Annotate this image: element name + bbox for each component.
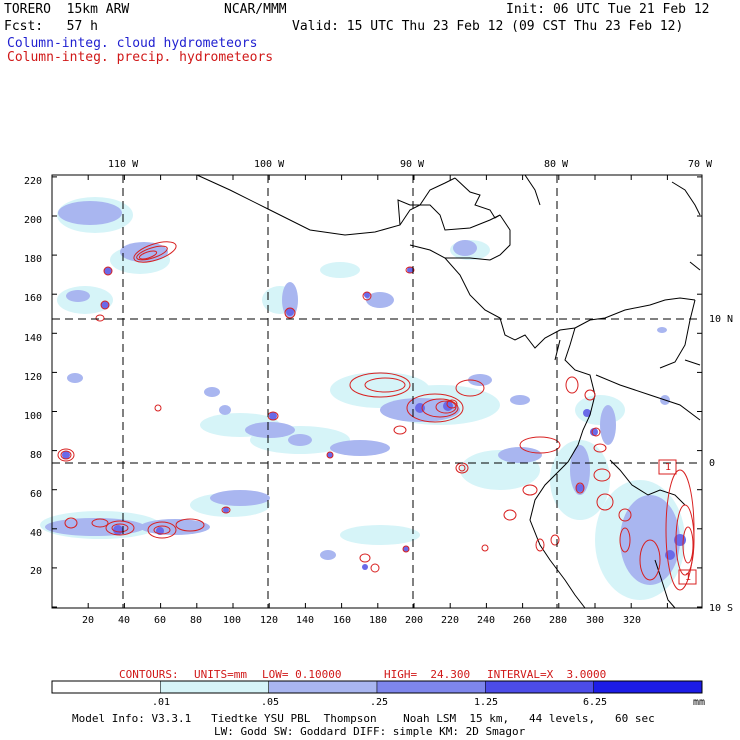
colorbar-segment (160, 680, 269, 694)
lon-label: 100 W (254, 159, 285, 170)
box-label: 1 (685, 572, 692, 583)
valid-time: Valid: 15 UTC Thu 23 Feb 12 (09 CST Thu … (292, 19, 684, 34)
contour-units: UNITS=mm (194, 668, 247, 681)
x-tick-label: 60 (154, 615, 167, 626)
x-tick-label: 140 (296, 615, 315, 626)
y-tick-label: 160 (24, 293, 43, 304)
lon-label: 110 W (108, 159, 139, 170)
contour-high: HIGH= 24.300 (384, 668, 471, 681)
cloud-shading (40, 197, 686, 600)
colorbar-tick: 6.25 (583, 697, 608, 708)
colorbar-unit: mm (693, 697, 706, 708)
precip-contours (57, 241, 695, 591)
y-tick-label: 200 (24, 215, 43, 226)
x-tick-label: 300 (586, 615, 605, 626)
lat-label: 0 (709, 458, 716, 469)
x-tick-label: 40 (118, 615, 131, 626)
x-tick-label: 320 (623, 615, 642, 626)
legend-cloud-hydrometeors: Column-integ. cloud hydrometeors (7, 36, 258, 51)
x-tick-label: 280 (549, 615, 568, 626)
y-tick-marks (52, 176, 702, 608)
coastline (196, 174, 701, 609)
contour-low: LOW= 0.10000 (262, 668, 342, 681)
model-info: Model Info: V3.3.1 Tiedtke YSU PBL Thomp… (72, 712, 655, 725)
model-title: TORERO 15km ARW (4, 2, 130, 17)
legend-precip-hydrometeors: Column-integ. precip. hydrometeors (7, 50, 274, 65)
colorbar-tick: .01 (152, 697, 171, 708)
y-tick-label: 120 (24, 372, 43, 383)
center-label: NCAR/MMM (224, 2, 287, 17)
lat-lon-grid (52, 175, 702, 608)
forecast-hour: Fcst: 57 h (4, 19, 98, 34)
colorbar-tick: .05 (261, 697, 280, 708)
colorbar-segment (376, 680, 486, 694)
y-tick-label: 100 (24, 411, 43, 422)
colorbar-segment (51, 680, 161, 694)
x-tick-label: 80 (190, 615, 203, 626)
map-frame (51, 174, 703, 609)
y-tick-label: 180 (24, 254, 43, 265)
y-tick-label: 20 (30, 566, 43, 577)
box-label: 1 (665, 462, 672, 473)
contour-label: CONTOURS: (119, 668, 179, 681)
x-tick-label: 20 (82, 615, 95, 626)
x-tick-label: 220 (441, 615, 460, 626)
colorbar-tick: .25 (370, 697, 389, 708)
lon-label: 90 W (400, 159, 425, 170)
x-tick-label: 260 (513, 615, 532, 626)
x-tick-label: 100 (223, 615, 242, 626)
box-marker (678, 569, 697, 585)
y-tick-label: 40 (30, 528, 43, 539)
x-tick-label: 200 (405, 615, 424, 626)
y-tick-label: 80 (30, 450, 43, 461)
x-tick-label: 240 (477, 615, 496, 626)
colorbar-segment (268, 680, 378, 694)
x-tick-marks (51, 175, 668, 608)
model-physics: LW: Godd SW: Goddard DIFF: simple KM: 2D… (214, 725, 526, 738)
init-time: Init: 06 UTC Tue 21 Feb 12 (506, 2, 710, 17)
colorbar-segment (593, 680, 703, 694)
colorbar-segment (485, 680, 594, 694)
lon-label: 80 W (544, 159, 569, 170)
lat-label: 10 S (709, 603, 734, 614)
y-tick-label: 60 (30, 489, 43, 500)
lon-label: 70 W (688, 159, 713, 170)
y-tick-label: 140 (24, 333, 43, 344)
y-tick-label: 220 (24, 176, 43, 187)
box-marker (658, 459, 677, 475)
x-tick-label: 120 (260, 615, 279, 626)
lat-label: 10 N (709, 314, 734, 325)
x-tick-label: 180 (369, 615, 388, 626)
contour-interval: INTERVAL=X 3.0000 (487, 668, 607, 681)
x-tick-label: 160 (333, 615, 352, 626)
colorbar-tick: 1.25 (474, 697, 499, 708)
